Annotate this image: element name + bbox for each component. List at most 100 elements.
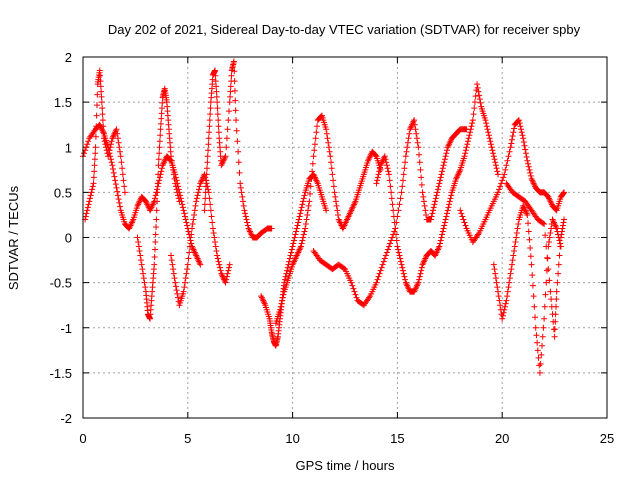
data-point [231,87,238,94]
data-point [193,195,200,202]
data-point [332,193,339,200]
data-point [168,252,175,259]
data-point [376,270,383,277]
data-point [380,258,387,265]
data-point [204,153,211,160]
data-point [222,279,229,286]
data-point [469,120,476,127]
data-point [394,243,401,250]
data-point [389,234,396,241]
data-point [151,195,158,202]
data-point [83,144,90,151]
data-point [94,91,101,98]
data-point [292,231,299,238]
data-point [206,117,213,124]
data-point [511,248,518,255]
data-point [100,135,107,142]
data-point [134,234,141,241]
y-tick-label: 1.5 [54,95,72,110]
data-point [433,192,440,199]
data-point [93,123,100,130]
data-point [314,123,321,130]
data-point [447,195,454,202]
y-tick-label: 0 [65,231,72,246]
data-point [227,93,234,100]
data-point [444,210,451,217]
data-point [184,266,191,273]
data-point [428,213,435,220]
data-point [384,246,391,253]
data-point [437,240,444,247]
data-point [393,237,400,244]
data-point [537,360,544,367]
data-point [202,174,209,181]
data-point [334,207,341,214]
data-point [495,293,502,300]
data-point [505,284,512,291]
data-point [432,198,439,205]
data-point [416,151,423,158]
series-sat-e [201,58,275,241]
data-point [374,276,381,283]
data-point [234,138,241,145]
data-point [281,276,288,283]
data-point [158,105,165,112]
data-point [508,136,515,143]
data-point [492,270,499,277]
data-point [235,159,242,166]
data-point [526,236,533,243]
data-point [85,201,92,208]
data-point [207,201,214,208]
data-point [110,166,117,173]
data-point [417,270,424,277]
data-point [183,270,190,277]
data-point [152,231,159,238]
data-point [527,169,534,176]
data-point [561,216,568,223]
data-point [561,189,568,196]
data-point [517,123,524,130]
data-point [297,210,304,217]
data-point [299,237,306,244]
data-point [101,138,108,145]
data-point [170,266,177,273]
data-point [471,99,478,106]
data-point [490,150,497,157]
data-point [135,239,142,246]
data-point [291,234,298,241]
data-point [84,141,91,148]
data-point [196,183,203,190]
data-point [535,354,542,361]
data-point [175,192,182,199]
data-point [435,183,442,190]
data-point [373,180,380,187]
data-point [520,138,527,145]
data-point [559,225,566,232]
data-point [547,288,554,295]
data-point [140,270,147,277]
chart-title: Day 202 of 2021, Sidereal Day-to-day VTE… [108,22,581,37]
data-point [504,293,511,300]
data-point [482,117,489,124]
data-point [300,198,307,205]
data-point [214,111,221,118]
data-point [543,243,550,250]
data-point [154,198,161,205]
data-point [182,279,189,286]
data-point [167,157,174,164]
data-point [311,141,318,148]
data-point [284,264,291,271]
data-point [328,159,335,166]
data-point [388,195,395,202]
data-point [105,153,112,160]
data-point [290,237,297,244]
data-point [383,249,390,256]
data-point [304,207,311,214]
data-point [459,213,466,220]
data-point [158,115,165,122]
data-point [156,138,163,145]
data-point [226,261,233,268]
data-point [207,111,214,118]
data-point [439,231,446,238]
